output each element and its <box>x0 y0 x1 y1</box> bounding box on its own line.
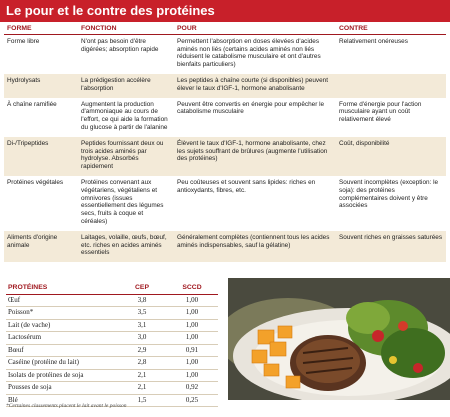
cell: Caséine (protéine du lait) <box>6 356 118 370</box>
column-header: POUR <box>174 24 336 35</box>
cell: Souvent riches en graisses saturées <box>336 230 446 263</box>
cell: 1,00 <box>166 294 218 307</box>
cell: Souvent incomplètes (exception: le soja)… <box>339 178 439 210</box>
cell: Peptides fournissant deux ou trois acide… <box>78 136 174 176</box>
footnote: *Certaines classements placent le lait a… <box>6 403 127 409</box>
table-row: Di-/Tripeptides Peptides fournissant deux… <box>4 136 446 176</box>
cell: 3,1 <box>118 319 166 332</box>
cell: Blé <box>6 394 118 407</box>
cell: N'ont pas besoin d'être digérées; absorp… <box>81 37 159 53</box>
cell: 2,1 <box>118 369 166 382</box>
column-header: SCCD <box>166 282 218 295</box>
comparison-table: FORME FONCTION POUR CONTRE Forme libre N'ont… <box>4 24 446 263</box>
cell: 1,5 <box>118 394 166 407</box>
column-header: CONTRE <box>336 24 446 35</box>
cell: Pousses de soja <box>6 381 118 395</box>
table-row: Blé 1,5 0,25 <box>6 394 218 407</box>
cell: 0,92 <box>166 381 218 395</box>
table-row: Caséine (protéine du lait) 2,8 1,00 <box>6 356 218 370</box>
cell: La prédigestion accélère l'absorption <box>78 73 174 98</box>
table-row: Œuf 3,8 1,00 <box>6 294 218 307</box>
cell: Lait (de vache) <box>6 319 118 332</box>
cell: Les peptides à chaîne courte (si disponi… <box>174 73 336 98</box>
cell: 1,00 <box>166 356 218 370</box>
table-row: Lait (de vache) 3,1 1,00 <box>6 319 218 332</box>
cell: Di-/Tripeptides <box>4 136 78 176</box>
cell: Élèvent le taux d'IGF-1, hormone anaboli… <box>174 136 336 176</box>
cell: 1,00 <box>166 331 218 345</box>
food-photo <box>228 278 450 400</box>
cell: Protéines végétales <box>7 178 64 186</box>
column-header: CEP <box>118 282 166 295</box>
cell: 3,8 <box>118 294 166 307</box>
table-row: Isolats de protéines de soja 2,1 1,00 <box>6 369 218 382</box>
cell: Laitages, volaille, œufs, bœuf, etc. ric… <box>78 230 174 263</box>
cell: Forme libre <box>7 37 40 45</box>
header-row: PROTÉINES CEP SCCD <box>6 282 218 295</box>
cell: Peuvent être convertis en énergie pour e… <box>177 100 325 116</box>
cell: Aliments d'origine animale <box>4 230 78 263</box>
cell: Peu coûteuses et souvent sans lipides: r… <box>177 178 316 194</box>
table-row: Bœuf 2,9 0,91 <box>6 344 218 357</box>
cell: 2,8 <box>118 356 166 370</box>
cell: 0,25 <box>166 394 218 407</box>
cell: 0,91 <box>166 344 218 357</box>
cell: Forme d'énergie pour l'action musculaire… <box>339 100 422 124</box>
table-row: Hydrolysats La prédigestion accélère l'ab… <box>4 73 446 98</box>
table-row: Forme libre N'ont pas besoin d'être digér… <box>4 34 446 74</box>
header-row: FORME FONCTION POUR CONTRE <box>4 24 446 35</box>
column-header: FORME <box>4 24 78 35</box>
cell: Augmentent la production d'ammoniaque au… <box>81 100 168 131</box>
cell: Isolats de protéines de soja <box>6 369 118 382</box>
table-row: Protéines végétales Protéines convenant a… <box>4 176 446 231</box>
cell: 3,0 <box>118 331 166 345</box>
cell: 1,00 <box>166 319 218 332</box>
table-row: Lactosérum 3,0 1,00 <box>6 331 218 345</box>
cell: Bœuf <box>6 344 118 357</box>
cell: 3,5 <box>118 306 166 320</box>
cell <box>336 73 446 98</box>
table-row: Poisson* 3,5 1,00 <box>6 306 218 320</box>
cell: Hydrolysats <box>4 73 78 98</box>
table-row: Pousses de soja 2,1 0,92 <box>6 381 218 395</box>
cell: Coût, disponibilité <box>336 136 446 176</box>
table-row: Aliments d'origine animale Laitages, vola… <box>4 230 446 263</box>
cell: 1,00 <box>166 306 218 320</box>
cell: Œuf <box>6 294 118 307</box>
cell: Généralement complètes (contiennent tous… <box>174 230 336 263</box>
title: Le pour et le contre des protéines <box>0 0 450 22</box>
cell: Protéines convenant aux végétariens, vég… <box>81 178 164 225</box>
cell: 1,00 <box>166 369 218 382</box>
column-header: PROTÉINES <box>6 282 118 295</box>
table-row: À chaîne ramifiée Augmentent la productio… <box>4 98 446 137</box>
cell: À chaîne ramifiée <box>7 100 57 108</box>
cell: 2,9 <box>118 344 166 357</box>
cell: 2,1 <box>118 381 166 395</box>
scores-table: PROTÉINES CEP SCCD Œuf 3,8 1,00 Poisson* 3,5 1,… <box>6 282 218 407</box>
cell: Lactosérum <box>6 331 118 345</box>
cell: Permettent l'absorption en doses élevées… <box>177 37 321 69</box>
cell: Poisson* <box>6 306 118 320</box>
column-header: FONCTION <box>78 24 174 35</box>
cell: Relativement onéreuses <box>339 37 408 45</box>
